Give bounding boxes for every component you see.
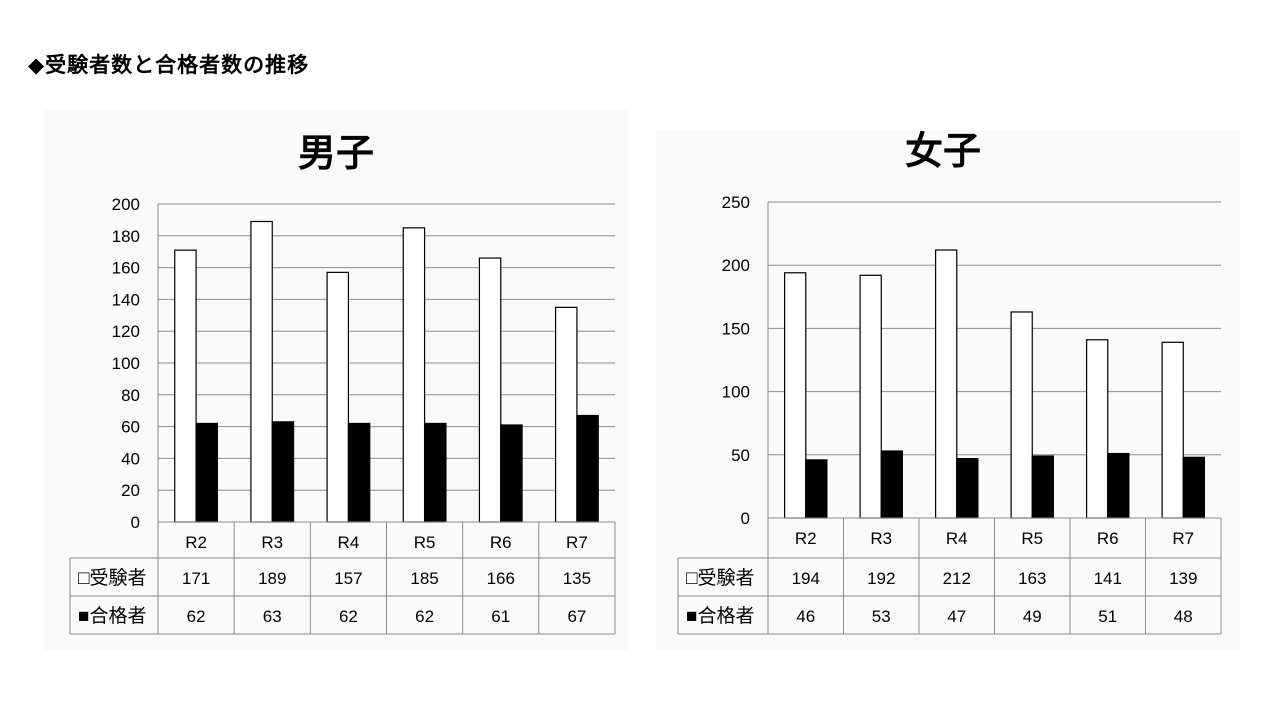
page-title: ◆受験者数と合格者数の推移 bbox=[28, 53, 310, 77]
bar-applicants bbox=[935, 249, 958, 519]
bar-passed bbox=[956, 457, 979, 519]
legend-entry: □受験者 bbox=[78, 567, 146, 589]
y-tick-label: 180 bbox=[112, 227, 140, 246]
data-value: 185 bbox=[410, 569, 438, 588]
x-tick-label: R7 bbox=[1172, 529, 1194, 548]
data-value: 135 bbox=[563, 569, 591, 588]
chart-title: 男子 bbox=[298, 133, 374, 175]
data-value: 166 bbox=[487, 569, 515, 588]
bar-applicants bbox=[1161, 341, 1184, 519]
y-tick-label: 100 bbox=[722, 383, 750, 402]
bar-applicants bbox=[1086, 339, 1109, 519]
data-value: 51 bbox=[1098, 607, 1117, 626]
data-value: 189 bbox=[258, 569, 286, 588]
data-value: 62 bbox=[415, 607, 434, 626]
y-tick-label: 120 bbox=[112, 322, 140, 341]
data-value: 194 bbox=[792, 569, 820, 588]
data-value: 53 bbox=[872, 607, 891, 626]
y-tick-label: 250 bbox=[722, 193, 750, 212]
x-tick-label: R5 bbox=[1021, 529, 1043, 548]
bar-passed bbox=[1107, 452, 1130, 519]
y-tick-label: 140 bbox=[112, 290, 140, 309]
y-tick-label: 40 bbox=[121, 449, 140, 468]
y-tick-label: 200 bbox=[112, 195, 140, 214]
x-tick-label: R7 bbox=[566, 533, 588, 552]
bar-passed bbox=[1182, 456, 1205, 519]
data-value: 192 bbox=[867, 569, 895, 588]
data-value: 62 bbox=[187, 607, 206, 626]
y-tick-label: 200 bbox=[722, 256, 750, 275]
x-tick-label: R6 bbox=[490, 533, 512, 552]
y-tick-label: 20 bbox=[121, 481, 140, 500]
x-tick-label: R3 bbox=[870, 529, 892, 548]
data-value: 163 bbox=[1018, 569, 1046, 588]
bar-passed bbox=[880, 450, 903, 519]
data-value: 49 bbox=[1023, 607, 1042, 626]
bar-passed bbox=[1031, 455, 1054, 519]
y-tick-label: 0 bbox=[131, 513, 140, 532]
x-tick-label: R3 bbox=[261, 533, 283, 552]
legend-entry: ■合格者 bbox=[686, 605, 754, 627]
x-tick-label: R4 bbox=[946, 529, 968, 548]
data-value: 61 bbox=[491, 607, 510, 626]
legend-entry: ■合格者 bbox=[78, 605, 146, 627]
x-tick-label: R4 bbox=[338, 533, 360, 552]
y-tick-label: 50 bbox=[731, 446, 750, 465]
data-value: 157 bbox=[334, 569, 362, 588]
x-tick-label: R2 bbox=[795, 529, 817, 548]
x-tick-label: R5 bbox=[414, 533, 436, 552]
data-value: 47 bbox=[947, 607, 966, 626]
bar-passed bbox=[805, 459, 828, 519]
x-tick-label: R6 bbox=[1097, 529, 1119, 548]
data-value: 212 bbox=[943, 569, 971, 588]
data-value: 67 bbox=[567, 607, 586, 626]
data-value: 171 bbox=[182, 569, 210, 588]
data-value: 139 bbox=[1169, 569, 1197, 588]
y-tick-label: 150 bbox=[722, 319, 750, 338]
bar-applicants bbox=[859, 274, 882, 519]
y-tick-label: 60 bbox=[121, 418, 140, 437]
y-tick-label: 160 bbox=[112, 259, 140, 278]
data-value: 141 bbox=[1094, 569, 1122, 588]
data-value: 46 bbox=[796, 607, 815, 626]
data-value: 62 bbox=[339, 607, 358, 626]
y-tick-label: 80 bbox=[121, 386, 140, 405]
x-tick-label: R2 bbox=[185, 533, 207, 552]
bar-applicants bbox=[784, 272, 807, 519]
chart-title: 女子 bbox=[905, 130, 981, 173]
y-tick-label: 100 bbox=[112, 354, 140, 373]
y-tick-label: 0 bbox=[741, 509, 750, 528]
data-value: 63 bbox=[263, 607, 282, 626]
legend-entry: □受験者 bbox=[686, 567, 754, 589]
bar-applicants bbox=[1010, 311, 1033, 519]
data-value: 48 bbox=[1174, 607, 1193, 626]
